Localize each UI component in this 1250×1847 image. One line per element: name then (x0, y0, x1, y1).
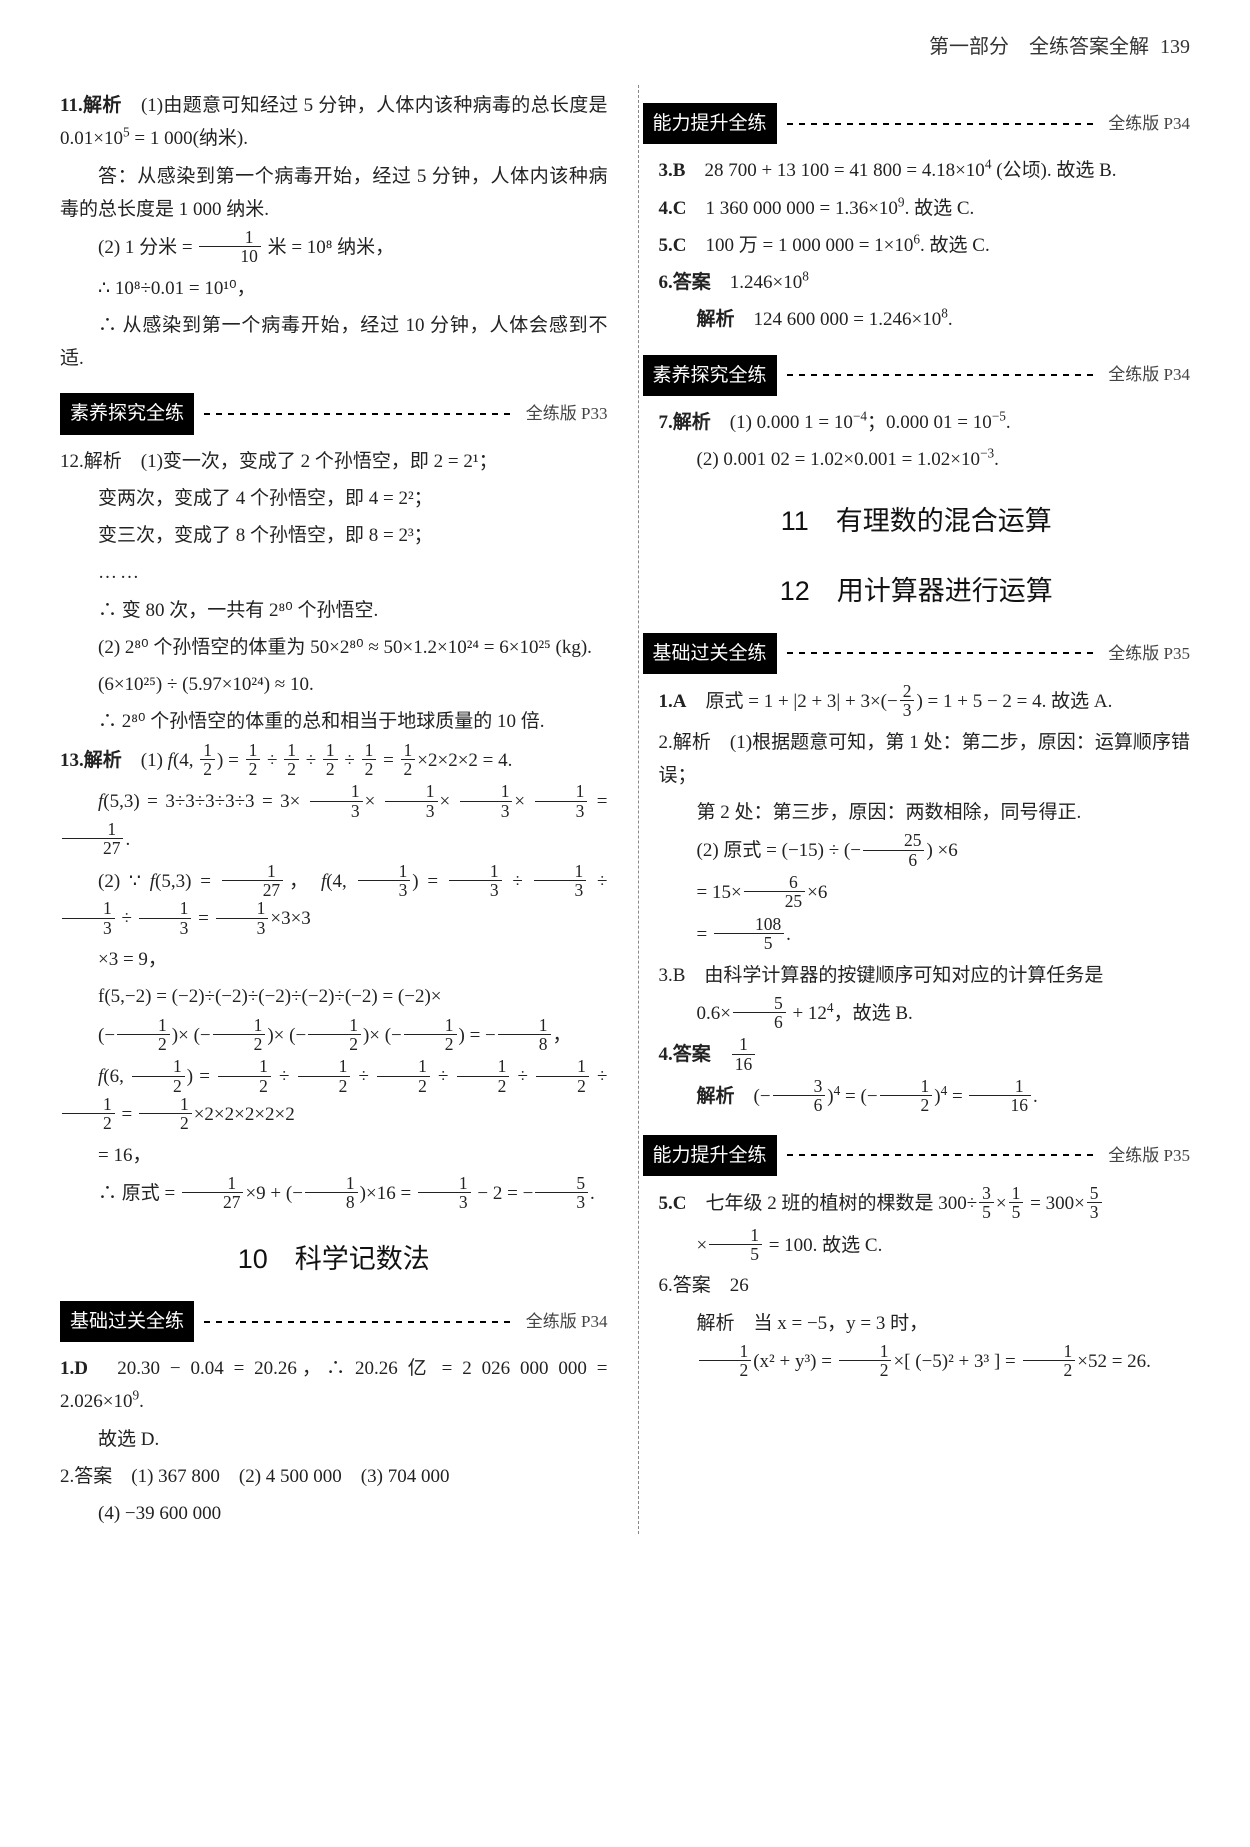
r6a: 6.答案 26 (643, 1269, 1191, 1302)
section-line (787, 123, 1099, 125)
q13-l5: (−12)× (−12)× (−12)× (−12) = −18， (60, 1018, 608, 1056)
lq1-2: 故选 D. (60, 1423, 608, 1456)
section-suyang-2: 素养探究全练 全练版 P34 (643, 355, 1191, 396)
q13-l4: f(5,−2) = (−2)÷(−2)÷(−2)÷(−2)÷(−2) = (−2… (60, 980, 608, 1013)
page-header: 第一部分 全练答案全解 139 (60, 30, 1190, 65)
r2g: = 1085. (643, 917, 1191, 955)
q13-l6b: = 16， (60, 1139, 608, 1172)
section-ref: 全练版 P33 (526, 399, 608, 429)
q13-l3: (2) ∵ f(5,3) = 127， f(4, 13) = 13 ÷ 13 ÷… (60, 864, 608, 939)
q13-l6: f(6, 12) = 12 ÷ 12 ÷ 12 ÷ 12 ÷ 12 ÷ 12 =… (60, 1059, 608, 1134)
section-ref: 全练版 P35 (1108, 1141, 1190, 1171)
r2e: = 15×625×6 (643, 875, 1191, 913)
t: 米 = 10⁸ 纳米， (268, 237, 395, 258)
q12-l3: 变三次，变成了 8 个孙悟空，即 8 = 2³； (60, 519, 608, 552)
r2a: 2.解析 (1)根据题意可知，第 1 处：第二步，原因：运算顺序错误； (643, 726, 1191, 793)
r4a: 4.答案 116 (643, 1037, 1191, 1075)
q12-l7: ∴ 2⁸⁰ 个孙悟空的体重的总和相当于地球质量的 10 倍. (60, 705, 608, 738)
q11-ans: 答：从感染到第一个病毒开始，经过 5 分钟，人体内该种病毒的总长度是 1 000… (60, 160, 608, 227)
right-column: 能力提升全练 全练版 P34 3.B 28 700 + 13 100 = 41 … (638, 85, 1191, 1534)
lq2-2: (4) −39 600 000 (60, 1497, 608, 1530)
rq5: 5.C 100 万 = 1 000 000 = 1×106. 故选 C. (643, 229, 1191, 262)
r6b: 解析 当 x = −5，y = 3 时， (643, 1307, 1191, 1340)
r3a: 3.B 由科学计算器的按键顺序可知对应的计算任务是 (643, 959, 1191, 992)
chapter-11-title: 11 有理数的混合运算 (643, 498, 1191, 545)
r5b: ×15 = 100. 故选 C. (643, 1228, 1191, 1266)
q12-l4: ∴ 变 80 次，一共有 2⁸⁰ 个孙悟空. (60, 594, 608, 627)
lq1-1: 1.D 20.30 − 0.04 = 20.26，∴ 20.26 亿 = 2 0… (60, 1352, 608, 1419)
two-column-layout: /* noop */ 11.解析 (1)由题意可知经过 5 分钟，人体内该种病毒… (60, 85, 1190, 1534)
lq2-1: 2.答案 (1) 367 800 (2) 4 500 000 (3) 704 0… (60, 1460, 608, 1493)
section-ref: 全练版 P34 (1108, 109, 1190, 139)
q13-l3b: ×3 = 9， (60, 943, 608, 976)
r1: 1.A 原式 = 1 + |2 + 3| + 3×(−23) = 1 + 5 −… (643, 684, 1191, 722)
frac-1-10: 110 (199, 228, 260, 266)
r5: 5.C 七年级 2 班的植树的棵数是 300÷35×15 = 300×53 (643, 1186, 1191, 1224)
section-ref: 全练版 P34 (1108, 360, 1190, 390)
section-badge: 素养探究全练 (60, 393, 194, 434)
section-line (204, 1321, 516, 1323)
q11-p4: ∴ 从感染到第一个病毒开始，经过 10 分钟，人体会感到不适. (60, 309, 608, 376)
section-nengli-2: 能力提升全练 全练版 P35 (643, 1135, 1191, 1176)
q12-l6: (6×10²⁵) ÷ (5.97×10²⁴) ≈ 10. (60, 668, 608, 701)
section-nengli-1: 能力提升全练 全练版 P34 (643, 103, 1191, 144)
q12-dots: …… (60, 556, 608, 589)
section-badge: 能力提升全练 (643, 1135, 777, 1176)
q12-l1: 12.解析 (1)变一次，变成了 2 个孙悟空，即 2 = 2¹； (60, 445, 608, 478)
section-ref: 全练版 P34 (526, 1307, 608, 1337)
t: (2) 1 分米 = (98, 237, 197, 258)
q11-p3: ∴ 10⁸÷0.01 = 10¹⁰， (60, 272, 608, 305)
section-suyang-1: 素养探究全练 全练版 P33 (60, 393, 608, 434)
rq3: 3.B 28 700 + 13 100 = 41 800 = 4.18×104 … (643, 154, 1191, 187)
r4b: 解析 (−36)4 = (−12)4 = 116. (643, 1079, 1191, 1117)
section-line (787, 1154, 1099, 1156)
section-jichu-1: 基础过关全练 全练版 P34 (60, 1301, 608, 1342)
q13-l1: 13.解析 (1) f(4, 12) = 12 ÷ 12 ÷ 12 ÷ 12 =… (60, 743, 608, 781)
r3b: 0.6×56 + 124，故选 B. (643, 996, 1191, 1034)
left-column: /* noop */ 11.解析 (1)由题意可知经过 5 分钟，人体内该种病毒… (60, 85, 612, 1534)
rq7a: 7.解析 (1) 0.000 1 = 10−4；0.000 01 = 10−5. (643, 406, 1191, 439)
r6c: 12(x² + y³) = 12×[ (−5)² + 3³ ] = 12×52 … (643, 1344, 1191, 1382)
section-badge: 素养探究全练 (643, 355, 777, 396)
rq6a: 6.答案 1.246×108 (643, 266, 1191, 299)
r2c: (2) 原式 = (−15) ÷ (−256) ×6 (643, 833, 1191, 871)
q12-l5: (2) 2⁸⁰ 个孙悟空的体重为 50×2⁸⁰ ≈ 50×1.2×10²⁴ = … (60, 631, 608, 664)
section-ref: 全练版 P35 (1108, 639, 1190, 669)
r2b: 第 2 处：第三步，原因：两数相除，同号得正. (643, 796, 1191, 829)
q11-text1: 11.解析 (1)由题意可知经过 5 分钟，人体内该种病毒的总长度是 0.01×… (60, 89, 608, 156)
q11-p2: (2) 1 分米 = 110 米 = 10⁸ 纳米， (60, 230, 608, 268)
section-badge: 能力提升全练 (643, 103, 777, 144)
page-number: 139 (1160, 36, 1190, 58)
rq4: 4.C 1 360 000 000 = 1.36×109. 故选 C. (643, 192, 1191, 225)
rq6b: 解析 124 600 000 = 1.246×108. (643, 303, 1191, 336)
q13-l2: f(5,3) = 3÷3÷3÷3÷3 = 3× 13× 13× 13× 13 =… (60, 784, 608, 859)
section-badge: 基础过关全练 (643, 633, 777, 674)
chapter-10-title: 10 科学记数法 (60, 1236, 608, 1283)
q12-l2: 变两次，变成了 4 个孙悟空，即 4 = 2²； (60, 482, 608, 515)
section-jichu-2: 基础过关全练 全练版 P35 (643, 633, 1191, 674)
section-badge: 基础过关全练 (60, 1301, 194, 1342)
chapter-12-title: 12 用计算器进行运算 (643, 568, 1191, 615)
q13-l7: ∴ 原式 = 127×9 + (−18)×16 = 13 − 2 = −53. (60, 1176, 608, 1214)
section-line (204, 413, 516, 415)
rq7b: (2) 0.001 02 = 1.02×0.001 = 1.02×10−3. (643, 443, 1191, 476)
section-line (787, 652, 1099, 654)
section-line (787, 374, 1099, 376)
header-part: 第一部分 全练答案全解 (929, 36, 1149, 58)
